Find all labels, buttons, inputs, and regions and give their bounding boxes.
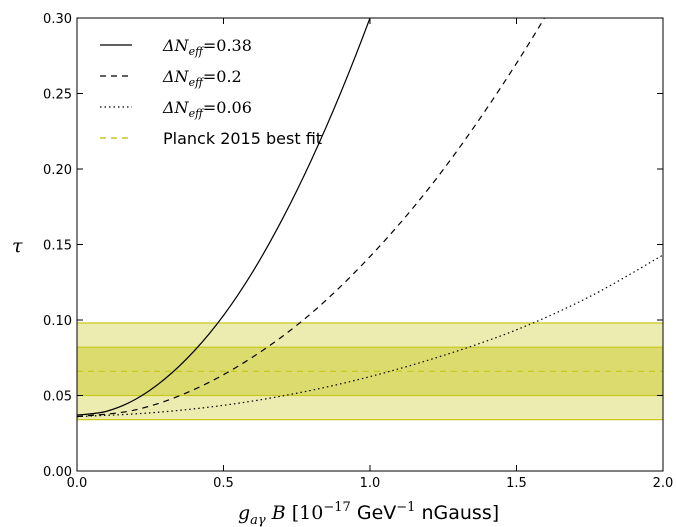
legend-label-2: ΔNeff=0.06	[162, 98, 252, 120]
x-tick-label: 0.5	[213, 476, 234, 491]
y-tick-label: 0.15	[43, 239, 72, 254]
planck-bands	[77, 322, 663, 421]
curves	[77, 18, 663, 418]
x-tick-label: 2.0	[653, 476, 674, 491]
y-tick-label: 0.30	[43, 12, 72, 27]
series-line-2	[77, 254, 663, 418]
y-axis-ticks: 0.00 0.05 0.10 0.15 0.20 0.25 0.30	[43, 12, 663, 480]
y-tick-label: 0.20	[43, 163, 72, 178]
y-tick-label: 0.25	[43, 88, 72, 103]
legend-label-0: ΔNeff=0.38	[162, 36, 252, 58]
x-tick-label: 1.5	[506, 476, 527, 491]
x-axis-label: gaγ B [10−17 GeV−1 nGauss]	[238, 500, 499, 527]
y-tick-label: 0.05	[43, 390, 72, 405]
y-axis-label: τ	[12, 235, 23, 257]
series-line-1	[77, 18, 546, 418]
legend-label-bestfit: Planck 2015 best fit	[163, 129, 322, 148]
y-tick-label: 0.10	[43, 314, 72, 329]
legend: ΔNeff=0.38 ΔNeff=0.2 ΔNeff=0.06 Planck 2…	[100, 36, 322, 148]
y-tick-label: 0.00	[43, 465, 72, 480]
legend-label-1: ΔNeff=0.2	[162, 67, 242, 89]
x-tick-label: 0.0	[67, 476, 88, 491]
x-axis-ticks: 0.0 0.5 1.0 1.5 2.0	[67, 18, 674, 491]
series-line-0	[77, 18, 371, 416]
x-tick-label: 1.0	[360, 476, 381, 491]
